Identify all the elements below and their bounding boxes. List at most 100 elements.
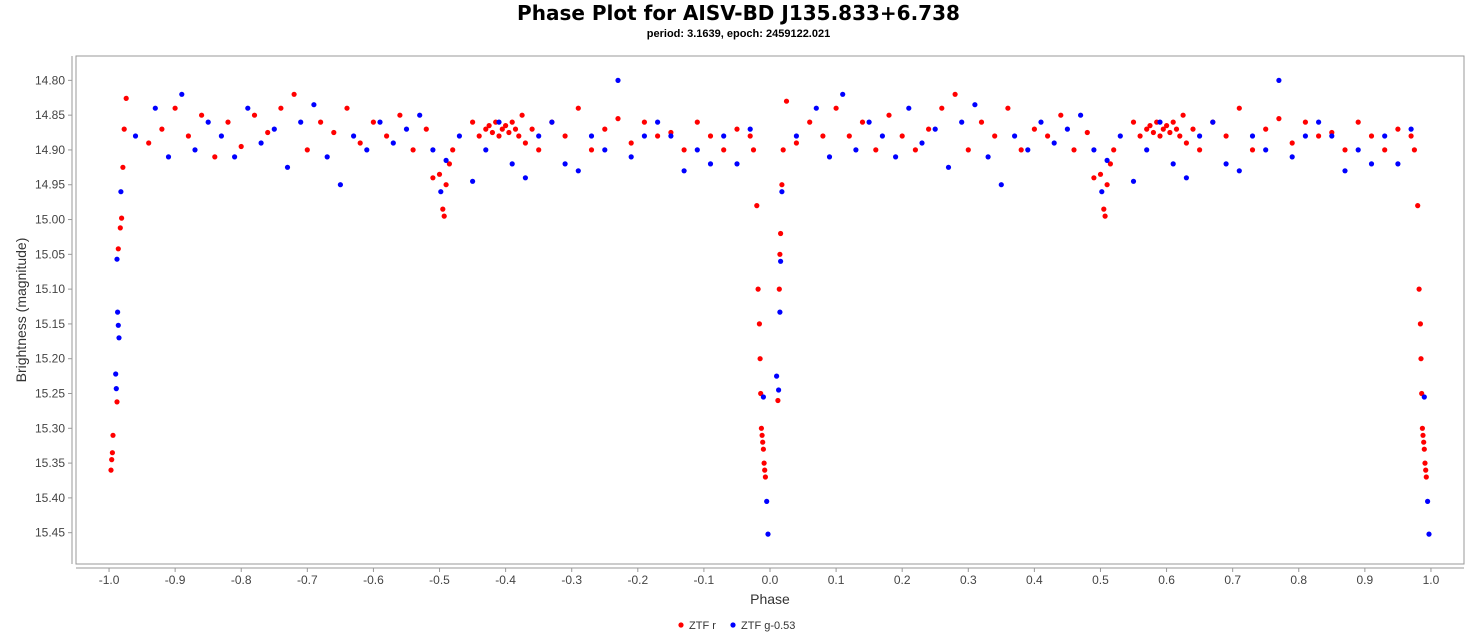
data-point [873,147,879,153]
data-point [258,140,264,146]
y-tick-label: 15.25 [35,387,65,401]
data-point [132,133,139,139]
data-point [965,147,971,153]
data-point [1411,147,1417,153]
data-point [899,133,905,139]
data-point [826,154,833,160]
x-tick-label: -0.2 [627,573,648,587]
x-tick-label: -0.4 [495,573,516,587]
data-point [1005,105,1011,111]
data-point [628,140,634,146]
data-point [1038,119,1044,125]
data-point [146,140,152,146]
data-point [758,390,764,397]
data-point [707,161,714,167]
legend-label-ztf-g: ZTF g-0.53 [741,620,795,632]
data-point [536,133,542,139]
data-point [115,322,121,328]
data-point [159,126,165,132]
data-point [1031,126,1037,132]
y-tick-label: 15.05 [35,247,65,261]
y-tick-label: 15.20 [35,352,65,366]
data-point [1147,123,1153,129]
data-point [120,164,126,170]
data-point [779,189,785,195]
data-point [278,105,284,111]
y-tick-label: 15.30 [35,421,65,435]
data-point [945,164,952,170]
data-point [446,161,452,167]
data-point [750,147,757,153]
data-point [793,140,800,146]
data-point [284,164,291,170]
data-point [205,119,211,125]
data-point [344,105,350,111]
data-point [694,147,700,153]
x-tick-label: -0.3 [561,573,582,587]
data-point [522,175,529,181]
data-point [793,133,800,139]
data-point [1104,182,1110,188]
data-point [1423,467,1429,473]
data-point [833,105,839,111]
data-point [172,105,178,111]
data-point [1382,147,1388,153]
data-point [760,446,767,452]
data-point [331,129,337,136]
data-point [615,77,621,83]
data-point [777,251,783,257]
data-point [747,126,753,132]
data-point [384,133,390,139]
data-point [1102,213,1108,219]
data-point [959,119,965,125]
data-point [179,91,185,97]
data-point [641,119,648,125]
x-tick-label: -0.6 [363,573,384,587]
data-point [1342,168,1348,174]
data-point [337,182,343,188]
data-point [1302,119,1308,125]
y-tick-label: 15.35 [35,456,65,470]
data-point [1421,394,1427,400]
data-point [109,450,115,456]
data-point [756,321,763,327]
data-point [1419,425,1425,431]
x-tick-label: 0.5 [1092,573,1109,587]
data-point [1137,133,1143,139]
data-point [734,161,740,167]
data-point [304,147,310,153]
data-point [503,123,509,129]
data-point [441,213,447,219]
data-point [192,147,198,153]
data-point [655,119,661,125]
y-tick-label: 15.40 [35,491,65,505]
plot-area [75,55,1465,565]
data-point [113,371,119,377]
data-point [1025,147,1031,153]
data-point [1160,126,1166,132]
data-point [311,102,317,108]
data-point [499,126,505,132]
data-point [506,129,512,136]
data-point [536,147,542,153]
data-point [512,126,519,132]
data-point [119,215,125,221]
data-point [775,397,781,404]
data-point [1236,168,1242,174]
data-point [1078,112,1084,118]
data-point [760,394,767,400]
data-point [165,154,172,160]
data-point [807,119,813,125]
data-point [1236,105,1242,111]
data-point [668,133,674,139]
data-point [602,147,608,153]
data-point [1197,147,1203,153]
data-point [762,474,769,480]
data-point [118,189,124,195]
y-axis-label: Brightness (magnitude) [13,238,29,383]
data-point [1144,147,1150,153]
data-point [1415,203,1421,209]
data-point [1417,321,1423,327]
data-point [1418,356,1424,362]
data-point [820,133,826,139]
